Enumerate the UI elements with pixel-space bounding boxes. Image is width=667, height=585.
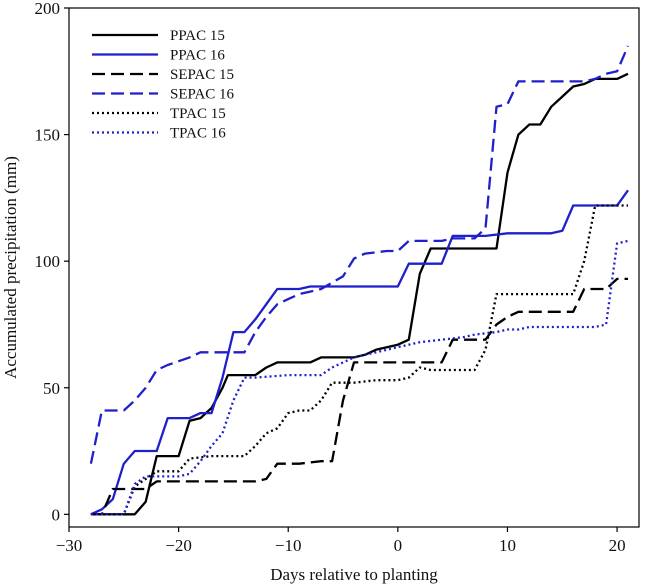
legend-label-sepac-16: SEPAC 16 — [170, 87, 235, 103]
lines-layer — [89, 45, 630, 516]
legend-label-ppac-15: PPAC 15 — [170, 28, 225, 44]
y-tick-label: 50 — [43, 379, 60, 398]
x-tick-label: −20 — [165, 536, 192, 555]
y-tick-label: 0 — [52, 505, 61, 524]
series-line-tpac-15 — [90, 204, 628, 516]
y-tick-label: 100 — [35, 252, 61, 271]
legend: PPAC 15 PPAC 16 SEPAC 15 SEPAC 16 TPAC 15 TPA… — [92, 28, 235, 142]
x-tick-label: 0 — [394, 536, 403, 555]
legend-label-ppac-16: PPAC 16 — [170, 48, 225, 64]
x-tick-label: −30 — [56, 536, 83, 555]
series-line-sepac-16 — [89, 45, 630, 464]
x-axis-label: Days relative to planting — [270, 565, 438, 584]
series-line-sepac-15 — [90, 277, 628, 516]
y-tick-label: 200 — [35, 0, 61, 18]
series-line-tpac-16 — [90, 239, 629, 516]
series-line-ppac-16 — [90, 189, 629, 516]
x-tick-label: −10 — [275, 536, 302, 555]
legend-label-sepac-15: SEPAC 15 — [170, 67, 234, 83]
y-axis-label: Accumulated precipitation (mm) — [1, 156, 20, 379]
legend-label-tpac-15: TPAC 15 — [170, 106, 226, 122]
x-tick-label: 10 — [499, 536, 516, 555]
plot-frame — [68, 7, 640, 528]
x-tick-label: 20 — [609, 536, 626, 555]
legend-label-tpac-16: TPAC 16 — [170, 126, 226, 142]
y-tick-label: 150 — [35, 126, 61, 145]
